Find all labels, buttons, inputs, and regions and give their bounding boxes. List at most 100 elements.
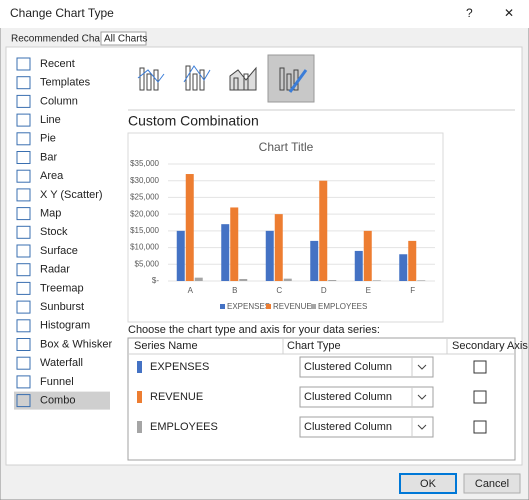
type-icon	[16, 132, 31, 146]
type-icon	[16, 76, 31, 90]
dropdown-arrow	[417, 364, 427, 370]
type-label[interactable]: Pie	[40, 133, 56, 145]
chart-type-value: Clustered Column	[304, 421, 392, 433]
combo-icons[interactable]	[137, 65, 308, 93]
y-tick-label: $30,000	[130, 176, 159, 185]
bar	[310, 240, 319, 281]
cancel-label: Cancel	[475, 478, 509, 490]
legend-label: EXPENSES	[227, 302, 270, 311]
type-icon	[16, 356, 31, 370]
type-icon	[16, 281, 31, 295]
legend-swatch	[266, 304, 271, 309]
ok-label: OK	[420, 478, 437, 490]
close-button[interactable]: ✕	[504, 6, 514, 20]
tab-active[interactable]	[100, 31, 147, 46]
type-label[interactable]: Line	[40, 114, 61, 126]
bar	[185, 174, 194, 281]
type-label[interactable]: Radar	[40, 264, 70, 276]
type-label[interactable]: Bar	[40, 151, 57, 163]
table-header: Secondary Axis	[452, 340, 528, 352]
type-icon	[16, 300, 31, 314]
chart-area	[127, 132, 444, 323]
type-icon	[16, 113, 31, 127]
tab-label[interactable]: All Charts	[104, 34, 147, 45]
series-name: EXPENSES	[150, 361, 209, 373]
x-tick-label: E	[366, 286, 371, 295]
bar	[194, 277, 203, 281]
type-icon	[16, 57, 31, 71]
bar	[239, 278, 248, 281]
dropdown-arrow	[417, 394, 427, 400]
bar	[328, 279, 337, 281]
series-prompt: Choose the chart type and axis for your …	[128, 324, 380, 336]
chart-type-dropdown[interactable]	[299, 416, 434, 438]
y-tick-label: $35,000	[130, 159, 159, 168]
legend-swatch	[311, 304, 316, 309]
type-label[interactable]: Box & Whisker	[40, 338, 112, 350]
bar	[176, 230, 185, 281]
bar	[408, 240, 417, 281]
type-selected[interactable]	[14, 391, 110, 410]
chart-title: Chart Title	[259, 140, 314, 154]
bar	[274, 214, 283, 281]
y-tick-label: $10,000	[130, 243, 159, 252]
type-label[interactable]: Stock	[40, 226, 68, 238]
chart-type-dropdown[interactable]	[299, 386, 434, 408]
y-tick-label: $25,000	[130, 193, 159, 202]
y-tick-label: $5,000	[135, 259, 160, 268]
series-name: EMPLOYEES	[150, 421, 218, 433]
type-icon	[16, 319, 31, 333]
y-tick-label: $15,000	[130, 226, 159, 235]
type-label[interactable]: Combo	[40, 395, 75, 407]
x-tick-label: F	[410, 286, 415, 295]
section-title: Custom Combination	[128, 113, 259, 129]
dropdown-arrow	[417, 424, 427, 430]
secondary-axis-checkbox[interactable]	[473, 360, 487, 374]
type-icon	[16, 225, 31, 239]
cancel-button[interactable]	[463, 473, 521, 494]
bar	[363, 230, 372, 281]
type-icon	[16, 94, 31, 108]
type-label[interactable]: Templates	[40, 77, 91, 89]
type-label[interactable]: Column	[40, 95, 78, 107]
type-label[interactable]: Histogram	[40, 320, 90, 332]
type-icon	[16, 375, 31, 389]
legend-swatch	[220, 304, 225, 309]
help-button[interactable]: ?	[466, 6, 473, 20]
type-label[interactable]: Surface	[40, 245, 78, 257]
dialog-title: Change Chart Type	[10, 6, 114, 20]
type-label[interactable]: Sunburst	[40, 301, 84, 313]
type-label[interactable]: Treemap	[40, 282, 84, 294]
ok-button[interactable]	[399, 473, 457, 494]
chart-type-dropdown[interactable]	[299, 356, 434, 378]
preview-icons	[137, 54, 315, 103]
type-icon	[16, 151, 31, 164]
type-label[interactable]: Funnel	[40, 376, 74, 388]
legend-label: REVENUE	[273, 302, 312, 311]
type-label[interactable]: Map	[40, 208, 61, 220]
type-label[interactable]: Recent	[40, 58, 75, 70]
type-label[interactable]: X Y (Scatter)	[40, 189, 103, 201]
bar	[283, 278, 292, 281]
bar	[221, 224, 230, 281]
x-tick-label: D	[321, 286, 327, 295]
type-label[interactable]: Area	[40, 170, 64, 182]
series-swatch	[137, 391, 142, 403]
tab-label[interactable]: Recommended Charts	[11, 34, 111, 45]
x-tick-label: B	[232, 286, 237, 295]
type-icon	[16, 207, 31, 221]
type-icon	[16, 244, 31, 258]
type-icon	[16, 169, 31, 183]
bar	[399, 254, 408, 281]
x-tick-label: C	[276, 286, 282, 295]
type-icon	[16, 263, 31, 277]
chart-type-value: Clustered Column	[304, 361, 392, 373]
type-label[interactable]: Waterfall	[40, 357, 83, 369]
bar	[354, 250, 363, 281]
secondary-axis-checkbox[interactable]	[473, 390, 487, 404]
type-icon	[16, 394, 31, 408]
legend-label: EMPLOYEES	[318, 302, 367, 311]
bar	[319, 180, 328, 281]
secondary-axis-checkbox[interactable]	[473, 420, 487, 434]
bar	[265, 230, 274, 281]
